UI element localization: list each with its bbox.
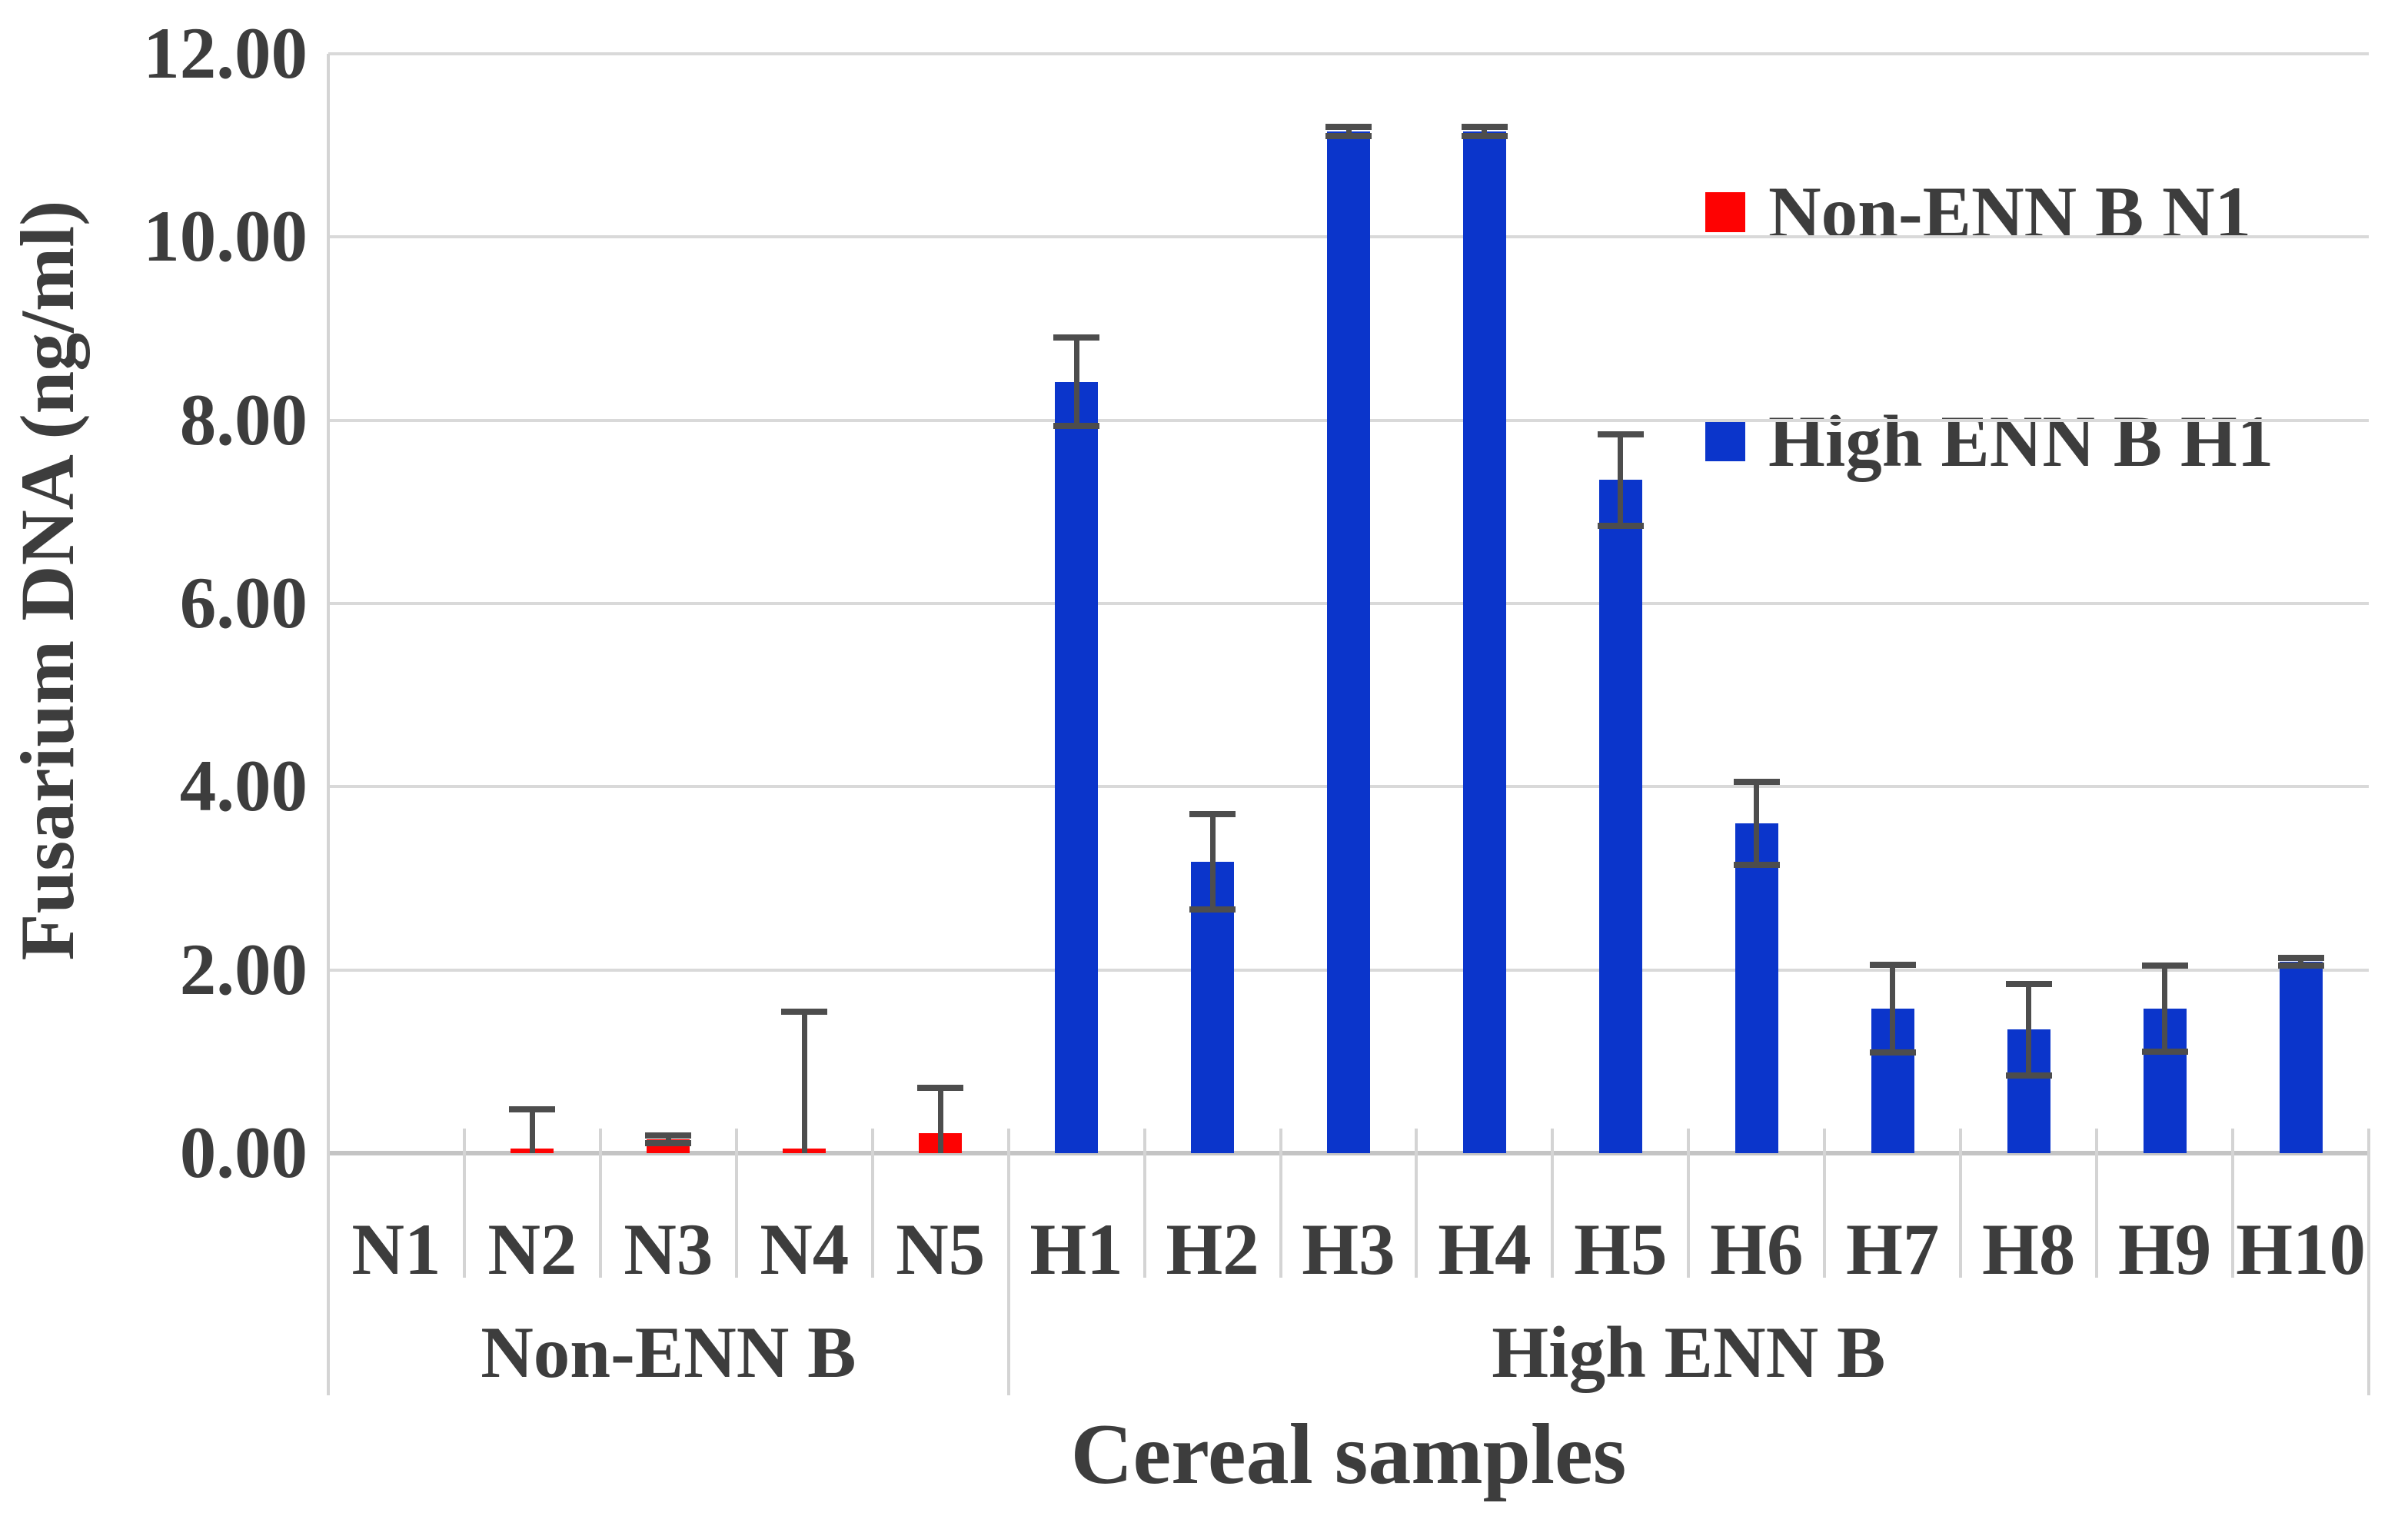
error-cap-bottom-H4 [1461, 133, 1508, 140]
legend-swatch-blue [1705, 421, 1745, 461]
error-whisker-H1 [1073, 337, 1079, 426]
category-tick [598, 1129, 602, 1278]
gridline-y-12 [328, 52, 2369, 55]
category-tick [1823, 1129, 1827, 1278]
legend-entry-non-enn-b: Non-ENN B N1 [1705, 174, 2251, 251]
group-divider [2367, 1129, 2370, 1395]
bar-H6 [1734, 823, 1778, 1153]
y-tick-label: 10.00 [143, 195, 308, 278]
y-tick-label: 2.00 [179, 928, 308, 1010]
y-axis-line [327, 54, 330, 1395]
category-tick [1279, 1129, 1282, 1278]
x-tick-label-H4: H4 [1438, 1209, 1532, 1290]
bar-H5 [1598, 480, 1642, 1153]
x-tick-label-H9: H9 [2117, 1209, 2212, 1290]
error-cap-bottom-H7 [1869, 1049, 1916, 1056]
x-tick-label-H1: H1 [1029, 1209, 1123, 1290]
x-tick-label-H8: H8 [1981, 1209, 2076, 1290]
category-tick [462, 1129, 466, 1278]
error-cap-top-H5 [1597, 431, 1644, 437]
category-tick [1687, 1129, 1691, 1278]
error-cap-top-H9 [2141, 962, 2188, 969]
error-cap-top-H2 [1189, 811, 1236, 818]
error-cap-top-N5 [917, 1085, 964, 1092]
bar-H4 [1462, 131, 1506, 1153]
group-label-1: High ENN B [1492, 1312, 1886, 1393]
error-whisker-N4 [801, 1012, 807, 1153]
error-cap-top-H8 [2005, 980, 2052, 987]
error-cap-top-H4 [1461, 124, 1508, 131]
bar-H3 [1327, 131, 1370, 1153]
group-divider [1006, 1129, 1010, 1395]
y-tick-label: 0.00 [179, 1112, 308, 1193]
x-axis-title: Cereal samples [1070, 1407, 1627, 1502]
error-whisker-H10 [2298, 958, 2304, 966]
x-tick-label-N4: N4 [760, 1209, 850, 1290]
error-cap-bottom-H3 [1325, 133, 1372, 140]
group-label-0: Non-ENN B [481, 1312, 856, 1393]
error-cap-bottom-N3 [645, 1139, 692, 1146]
category-tick [734, 1129, 738, 1278]
error-whisker-N3 [665, 1135, 671, 1143]
error-whisker-H7 [1890, 964, 1896, 1052]
error-cap-top-H1 [1053, 334, 1100, 341]
x-tick-label-H10: H10 [2236, 1209, 2366, 1290]
error-cap-top-N3 [645, 1132, 692, 1139]
error-whisker-H5 [1618, 434, 1624, 526]
error-whisker-H8 [2026, 983, 2032, 1076]
legend-label: Non-ENN B N1 [1768, 171, 2252, 253]
error-cap-top-N4 [781, 1009, 828, 1016]
legend-swatch-red [1705, 192, 1745, 232]
error-whisker-N2 [529, 1109, 535, 1153]
y-tick-label: 8.00 [179, 378, 308, 460]
error-cap-top-H10 [2277, 955, 2324, 962]
error-cap-top-H6 [1733, 779, 1780, 786]
legend-entry-high-enn-b: High ENN B H1 [1705, 403, 2273, 480]
legend-label: High ENN B H1 [1768, 401, 2274, 482]
error-whisker-H2 [1209, 814, 1216, 909]
error-cap-bottom-H8 [2005, 1072, 2052, 1079]
x-tick-label-H7: H7 [1846, 1209, 1940, 1290]
category-tick [1415, 1129, 1419, 1278]
y-tick-label: 6.00 [179, 562, 308, 643]
category-tick [1959, 1129, 1963, 1278]
error-cap-bottom-H2 [1189, 906, 1236, 913]
error-cap-bottom-H6 [1733, 861, 1780, 868]
error-cap-bottom-H5 [1597, 522, 1644, 529]
bar-H1 [1055, 381, 1099, 1153]
error-whisker-H6 [1754, 782, 1760, 865]
y-tick-label: 12.00 [143, 12, 308, 94]
x-tick-label-N5: N5 [896, 1209, 986, 1290]
error-whisker-H4 [1482, 127, 1488, 137]
error-cap-top-H7 [1869, 961, 1916, 968]
x-tick-label-H6: H6 [1710, 1209, 1804, 1290]
error-whisker-H3 [1345, 127, 1352, 137]
error-cap-top-N2 [509, 1105, 556, 1112]
bar-H10 [2279, 961, 2323, 1153]
x-tick-label-H5: H5 [1574, 1209, 1668, 1290]
x-tick-label-H2: H2 [1166, 1209, 1259, 1290]
error-whisker-H9 [2162, 965, 2168, 1052]
x-axis-line [328, 1151, 2369, 1155]
x-tick-label-H3: H3 [1302, 1209, 1395, 1290]
error-cap-bottom-H10 [2277, 962, 2324, 969]
error-cap-bottom-H9 [2141, 1048, 2188, 1055]
category-tick [1551, 1129, 1555, 1278]
error-cap-bottom-H1 [1053, 422, 1100, 429]
error-cap-top-H3 [1325, 124, 1372, 131]
x-tick-label-N3: N3 [624, 1209, 713, 1290]
x-tick-label-N1: N1 [351, 1209, 441, 1290]
category-tick [2231, 1129, 2235, 1278]
x-tick-label-N2: N2 [487, 1209, 577, 1290]
error-whisker-N5 [937, 1088, 943, 1153]
y-tick-label: 4.00 [179, 745, 308, 827]
category-tick [870, 1129, 874, 1278]
category-tick [1142, 1129, 1146, 1278]
category-tick [2095, 1129, 2099, 1278]
